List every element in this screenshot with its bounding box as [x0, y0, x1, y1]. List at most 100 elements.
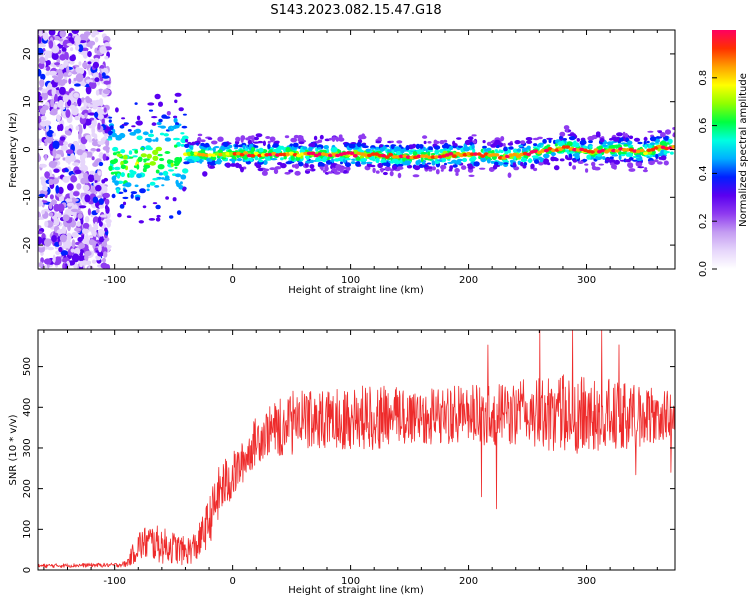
spectrogram-signal-blob [426, 162, 432, 165]
spectrogram-noise-blob [48, 176, 55, 180]
spectrogram-signal-blob [502, 143, 506, 147]
spectrogram-noise-blob [71, 239, 76, 249]
spectrogram-signal-blob [152, 149, 159, 155]
spectrogram-signal-blob [397, 163, 404, 167]
spectrogram-noise-blob [80, 217, 84, 225]
spectrogram-ridge-cell [427, 155, 433, 160]
spectrogram-signal-blob [559, 158, 565, 162]
spectrogram-signal-blob [484, 148, 489, 152]
spectrogram-signal-blob [322, 169, 327, 173]
spectrogram-noise-blob [75, 73, 84, 82]
spectrogram-signal-blob [180, 143, 185, 147]
spectrogram-signal-blob [242, 144, 246, 150]
spectrogram-signal-blob [127, 129, 132, 132]
spectrogram-signal-blob [162, 170, 169, 176]
spectrogram-ridge-cell [639, 148, 645, 153]
spectrogram-noise-blob [77, 97, 82, 107]
spectrogram-signal-blob [360, 158, 368, 162]
spectrogram-noise-blob [70, 175, 77, 183]
spectrogram-ridge-cell [565, 145, 571, 149]
spectrogram-signal-blob [548, 138, 552, 144]
spectrogram-signal-blob [637, 166, 645, 169]
spectrogram-signal-blob [265, 136, 271, 139]
spectrogram-signal-blob [375, 170, 380, 174]
spectrogram-signal-blob [109, 125, 114, 130]
spectrogram-signal-blob [633, 137, 641, 142]
spectrogram-noise-blob [82, 222, 90, 229]
spectrogram-noise-blob [48, 202, 53, 210]
spectrogram-noise-blob [91, 126, 96, 135]
spectrogram-signal-blob [323, 145, 329, 150]
spectrogram-signal-blob [157, 153, 163, 157]
spectrogram-signal-blob [602, 144, 608, 147]
spectrogram-signal-blob [619, 137, 624, 141]
spectrogram-signal-blob [149, 129, 154, 134]
y-tick-label: 400 [22, 398, 33, 417]
spectrogram-ridge-cell [239, 152, 245, 157]
spectrogram-ridge-cell [515, 154, 521, 158]
spectrogram-signal-blob [254, 156, 259, 161]
spectrogram-signal-blob [338, 134, 343, 139]
spectrogram-signal-blob [120, 164, 126, 170]
spectrogram-noise-blob [62, 214, 70, 222]
spectrogram-signal-blob [520, 157, 528, 163]
spectrogram-signal-blob [390, 144, 397, 147]
spectrogram-ridge-cell [455, 151, 461, 156]
spectrogram-signal-blob [116, 151, 121, 154]
spectrogram-ridge-cell [384, 155, 390, 159]
spectrogram-noise-blob [87, 174, 95, 183]
spectrogram-noise-blob [95, 208, 100, 214]
spectrogram-signal-blob [463, 146, 470, 152]
spectrogram-signal-blob [258, 147, 264, 153]
colorbar-tick-label: 0.0 [698, 261, 709, 277]
spectrogram-ridge-cell [207, 153, 213, 157]
spectrogram-noise-blob [57, 186, 64, 194]
spectrogram-signal-blob [262, 140, 266, 147]
spectrogram-signal-blob [173, 137, 180, 141]
spectrogram-signal-blob [419, 144, 424, 149]
spectrogram-signal-blob [365, 161, 373, 164]
spectrogram-noise-blob [60, 145, 68, 151]
spectrogram-signal-blob [531, 155, 539, 159]
spectrogram-signal-blob [174, 173, 182, 178]
spectrogram-signal-blob [308, 143, 316, 148]
spectrogram-signal-blob [285, 146, 291, 153]
spectrogram-signal-blob [131, 125, 136, 128]
spectrogram-signal-blob [165, 196, 170, 200]
spectrogram-noise-blob [47, 246, 55, 251]
spectrogram-signal-blob [207, 137, 213, 140]
spectrogram-noise-blob [103, 80, 111, 85]
spectrogram-signal-blob [183, 161, 190, 165]
x-tick-label: 0 [229, 576, 235, 587]
spectrogram-signal-blob [369, 157, 375, 161]
spectrogram-signal-blob [238, 164, 242, 169]
spectrogram-noise-blob [84, 216, 90, 223]
spectrogram-signal-blob [149, 181, 156, 186]
spectrogram-signal-blob [602, 156, 606, 160]
spectrogram-signal-blob [360, 161, 367, 165]
spectrogram-signal-blob [158, 118, 163, 123]
spectrogram-noise-blob [55, 250, 61, 256]
x-tick-label: 300 [577, 576, 596, 587]
spectrogram-ridge-cell [540, 148, 546, 153]
spectrogram-noise-blob [65, 198, 73, 202]
spectrogram-signal-blob [328, 137, 333, 141]
spectrogram-signal-blob [649, 142, 656, 146]
spectrogram-noise-blob [62, 262, 66, 269]
spectrogram-signal-blob [394, 146, 400, 152]
spectrogram-signal-blob [294, 170, 301, 176]
spectrogram-signal-blob [660, 149, 665, 154]
spectrogram-noise-blob [52, 254, 56, 263]
spectrogram-noise-blob [38, 95, 43, 102]
spectrogram-signal-blob [119, 204, 125, 209]
spectrogram-noise-blob [85, 97, 93, 104]
spectrogram-noise-blob [88, 40, 96, 46]
spectrogram-signal-blob [136, 135, 143, 141]
spectrogram-ridge-cell [625, 148, 631, 152]
spectrogram-signal-blob [170, 162, 174, 167]
spectrogram-ridge-cell [186, 151, 192, 156]
spectrogram-signal-blob [589, 145, 593, 149]
spectrogram-signal-blob [135, 196, 141, 201]
spectrogram-noise-blob [52, 148, 57, 158]
spectrogram-signal-blob [229, 163, 237, 167]
